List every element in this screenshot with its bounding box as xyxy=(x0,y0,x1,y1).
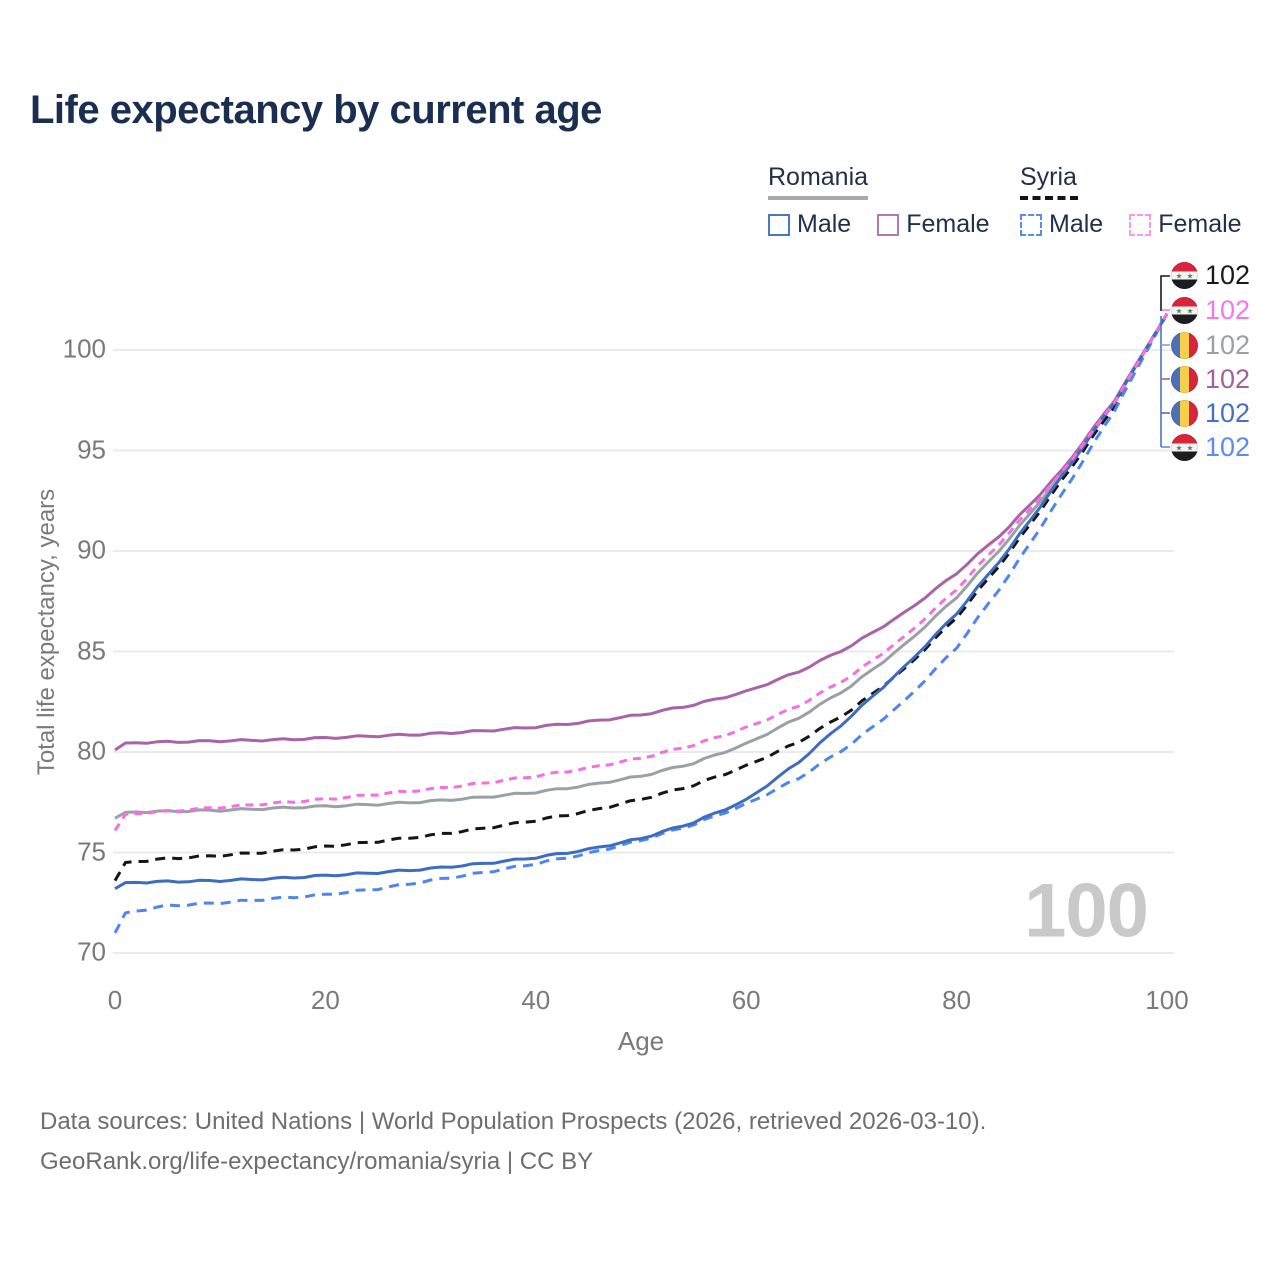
syria-flag-icon: ★ ★ xyxy=(1171,296,1198,324)
svg-text:★: ★ xyxy=(1187,306,1194,315)
endpoint-label-syria-0: ★ ★ 102 xyxy=(1171,258,1250,292)
legend-group-romania: Romania Male Female xyxy=(768,163,990,239)
legend-swatch-icon xyxy=(768,213,790,236)
y-tick-85: 85 xyxy=(77,635,106,666)
endpoint-value: 102 xyxy=(1205,431,1251,462)
legend-item-label: Male xyxy=(797,210,852,238)
endpoint-label-syria-1: ★ ★ 102 xyxy=(1171,293,1250,327)
endpoint-label-romania-4: 102 xyxy=(1171,396,1250,430)
legend-swatch-icon xyxy=(1129,213,1152,236)
series-line-syria-male[interactable] xyxy=(113,313,1169,934)
age-watermark: 100 xyxy=(1024,868,1149,954)
romania-flag-icon xyxy=(1171,365,1198,393)
legend-group-syria: Syria Male Female xyxy=(1020,163,1242,239)
endpoint-connector xyxy=(1160,275,1170,311)
syria-flag-icon: ★ ★ xyxy=(1171,433,1198,461)
legend-item-label: Female xyxy=(906,210,990,238)
legend-item-syria-male[interactable]: Male xyxy=(1020,210,1103,239)
legend-linestyle-romania xyxy=(768,196,868,200)
series-line-romania-both[interactable] xyxy=(114,313,1169,820)
legend-item-romania-male[interactable]: Male xyxy=(768,210,851,239)
x-tick-60: 60 xyxy=(731,985,761,1015)
x-tick-80: 80 xyxy=(942,985,972,1015)
legend-item-romania-female[interactable]: Female xyxy=(877,210,990,239)
y-tick-100: 100 xyxy=(62,333,106,364)
y-tick-75: 75 xyxy=(77,836,106,867)
svg-text:★: ★ xyxy=(1176,443,1183,452)
svg-text:★: ★ xyxy=(1187,443,1194,452)
svg-text:★: ★ xyxy=(1176,306,1183,315)
series-line-romania-female[interactable] xyxy=(114,313,1169,752)
endpoint-value: 102 xyxy=(1205,329,1251,360)
footer-attribution: GeoRank.org/life-expectancy/romania/syri… xyxy=(40,1148,594,1175)
endpoint-value: 102 xyxy=(1205,259,1251,290)
svg-text:★: ★ xyxy=(1176,271,1183,280)
syria-flag-icon: ★ ★ xyxy=(1171,261,1198,289)
x-axis-title: Age xyxy=(617,1026,665,1056)
endpoint-value: 102 xyxy=(1205,294,1251,325)
page-title: Life expectancy by current age xyxy=(30,88,602,132)
romania-flag-icon xyxy=(1171,399,1198,427)
series-line-syria-both[interactable] xyxy=(113,313,1169,882)
legend-swatch-icon xyxy=(877,213,900,236)
legend-item-label: Female xyxy=(1158,210,1242,238)
x-tick-0: 0 xyxy=(107,985,123,1015)
svg-text:★: ★ xyxy=(1187,271,1194,280)
y-tick-80: 80 xyxy=(77,735,106,766)
y-tick-70: 70 xyxy=(77,936,106,967)
legend-item-syria-female[interactable]: Female xyxy=(1129,210,1242,239)
romania-flag-icon xyxy=(1171,331,1198,359)
endpoint-label-romania-3: 102 xyxy=(1171,362,1250,396)
x-tick-40: 40 xyxy=(521,985,551,1015)
legend-swatch-icon xyxy=(1020,213,1042,236)
endpoint-value: 102 xyxy=(1205,397,1251,428)
endpoint-label-romania-2: 102 xyxy=(1171,328,1250,362)
legend-linestyle-syria xyxy=(1020,196,1078,200)
endpoint-value: 102 xyxy=(1205,363,1251,394)
y-axis-title: Total life expectancy, years xyxy=(33,488,60,776)
y-tick-90: 90 xyxy=(77,534,106,565)
x-tick-20: 20 xyxy=(310,985,340,1015)
endpoint-label-syria-5: ★ ★ 102 xyxy=(1171,430,1250,464)
legend-country-syria[interactable]: Syria xyxy=(1020,163,1077,191)
series-line-syria-female[interactable] xyxy=(113,313,1169,832)
legend-item-label: Male xyxy=(1049,210,1104,238)
footer-data-sources: Data sources: United Nations | World Pop… xyxy=(40,1108,987,1135)
legend-country-romania[interactable]: Romania xyxy=(768,163,869,191)
x-tick-100: 100 xyxy=(1145,985,1189,1015)
series-line-romania-male[interactable] xyxy=(114,313,1169,890)
y-tick-95: 95 xyxy=(77,434,106,465)
